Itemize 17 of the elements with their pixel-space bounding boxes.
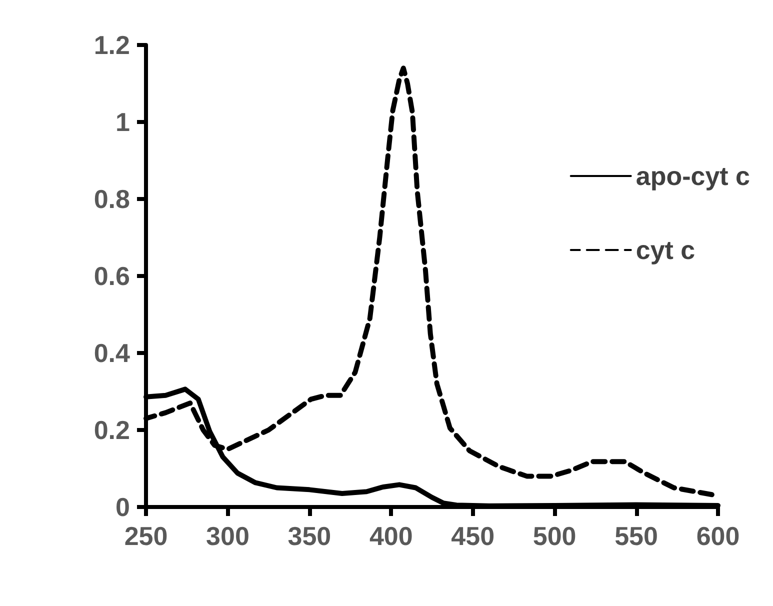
x-tick-label: 550 [614, 521, 658, 551]
x-tick-label: 600 [696, 521, 740, 551]
legend-label: apo-cyt c [636, 161, 750, 191]
x-tick-label: 400 [369, 521, 413, 551]
y-tick-label: 1 [116, 107, 130, 137]
y-tick-label: 0.8 [94, 184, 130, 214]
x-tick-label: 350 [288, 521, 332, 551]
y-tick-label: 0.6 [94, 261, 130, 291]
y-tick-label: 0 [116, 492, 130, 522]
legend-label: cyt c [636, 235, 696, 265]
x-tick-label: 450 [451, 521, 495, 551]
y-tick-label: 1.2 [94, 30, 130, 60]
y-tick-label: 0.4 [94, 338, 131, 368]
x-tick-label: 250 [124, 521, 168, 551]
y-tick-label: 0.2 [94, 415, 130, 445]
x-tick-label: 500 [532, 521, 576, 551]
x-tick-label: 300 [206, 521, 250, 551]
